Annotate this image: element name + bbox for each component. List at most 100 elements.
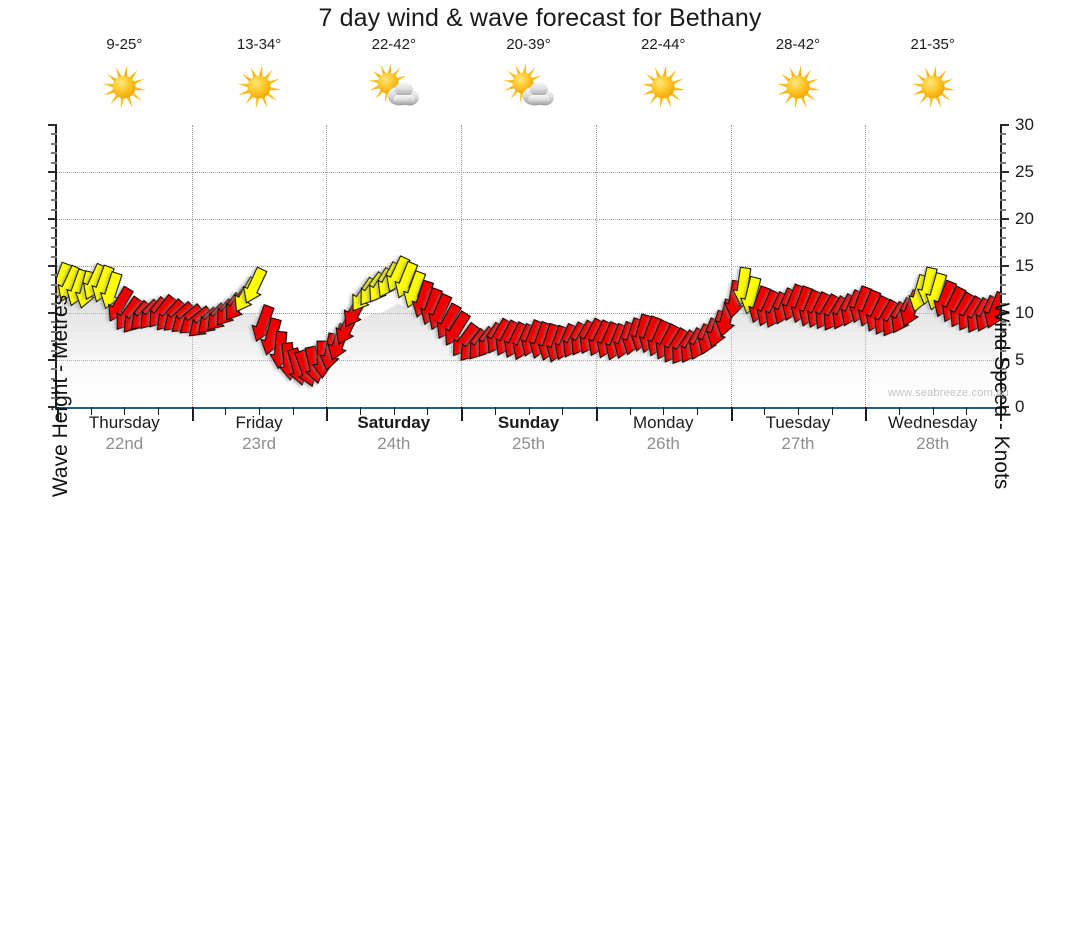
left-axis-minor-tick <box>51 227 57 230</box>
gridline-v <box>595 125 597 407</box>
sunny-icon <box>632 58 694 116</box>
day-date: 28th <box>916 434 950 453</box>
temperature-range: 20-39° <box>506 36 551 53</box>
left-axis-minor-tick <box>51 208 57 211</box>
left-axis-minor-tick <box>51 180 57 183</box>
right-axis-minor-tick <box>1000 208 1006 211</box>
right-axis-tick <box>1000 218 1009 220</box>
right-axis-tick-label: 5 <box>1015 350 1025 369</box>
x-axis-minor-tick <box>158 407 160 415</box>
sunny-icon <box>767 58 829 116</box>
left-axis-minor-tick <box>51 377 57 380</box>
gridline-v <box>730 125 732 407</box>
day-date: 24th <box>377 434 411 453</box>
wind-arrow-layer <box>57 255 1000 388</box>
x-axis-day-label: Tuesday 27th <box>731 412 866 454</box>
x-axis-major-tick <box>326 407 329 421</box>
x-axis-major-tick <box>730 407 733 421</box>
left-axis-tick <box>48 218 57 220</box>
x-axis-minor-tick <box>629 407 631 415</box>
sunny-icon <box>228 58 290 116</box>
right-axis-title: Wind Speed - Knots <box>990 302 1013 490</box>
left-axis-minor-tick <box>51 368 57 371</box>
day-date: 26th <box>646 434 680 453</box>
day-header-saturday: 22-42° <box>326 36 461 120</box>
x-axis-minor-tick <box>360 407 362 415</box>
left-axis-tick <box>48 359 57 361</box>
gridline-v <box>191 125 193 407</box>
gridline-v <box>326 125 328 407</box>
x-axis-minor-tick <box>562 407 564 415</box>
plot-area: 0123456051015202530 Wave Height - Metres… <box>48 116 1034 497</box>
temperature-range: 28-42° <box>775 36 821 53</box>
gridline-h <box>57 313 1000 314</box>
left-axis-tick <box>48 265 57 267</box>
x-axis-minor-tick <box>528 407 530 415</box>
day-header-row: 9-25° 13-34° <box>57 36 1000 120</box>
day-header-thursday: 9-25° <box>57 36 192 120</box>
right-axis-minor-tick <box>1000 189 1006 192</box>
left-axis-minor-tick <box>51 199 57 202</box>
x-axis-minor-tick <box>292 407 294 415</box>
x-axis-minor-tick <box>898 407 900 415</box>
day-date: 23rd <box>242 434 277 453</box>
right-axis-tick <box>1000 124 1009 126</box>
x-axis-minor-tick <box>696 407 698 415</box>
right-axis-minor-tick <box>1000 227 1006 230</box>
left-axis-minor-tick <box>51 283 57 286</box>
day-label-row: Thursday 22nd Friday 23rd Saturday 24th Sunday… <box>57 412 1000 454</box>
x-axis-minor-tick <box>90 407 92 415</box>
sunny-icon <box>93 58 155 116</box>
right-axis-minor-tick <box>1000 283 1006 286</box>
page-title: 7 day wind & wave forecast for Bethany <box>318 4 762 32</box>
sunny-icon <box>902 58 964 116</box>
day-name: Tuesday <box>765 413 831 432</box>
right-axis-tick-label: 15 <box>1015 256 1034 275</box>
day-date: 22nd <box>105 434 144 453</box>
x-axis-day-label: Friday 23rd <box>192 412 327 454</box>
left-axis-tick <box>48 406 57 408</box>
right-axis-minor-tick <box>1000 161 1006 164</box>
x-axis-day-label: Saturday 24th <box>326 412 461 454</box>
x-axis-minor-tick <box>124 407 126 415</box>
right-axis-minor-tick <box>1000 377 1006 380</box>
x-axis-major-tick <box>57 407 59 421</box>
day-header-sunday: 20-39° <box>461 36 596 120</box>
right-axis-tick-label: 10 <box>1015 303 1034 322</box>
x-axis-major-tick <box>461 407 464 421</box>
right-axis-minor-tick <box>1000 236 1006 239</box>
gridline-h <box>57 266 1000 267</box>
wind-wave-forecast-chart: 7 day wind & wave forecast for Bethany 9… <box>48 4 1034 497</box>
left-axis-minor-tick <box>51 330 57 333</box>
temperature-range: 21-35° <box>910 36 955 53</box>
right-axis-tick <box>1000 312 1009 314</box>
left-axis-tick <box>48 124 57 126</box>
left-axis-minor-tick <box>51 255 57 258</box>
temperature-range: 22-42° <box>371 36 416 53</box>
left-axis-minor-tick <box>51 274 57 277</box>
x-axis-minor-tick <box>966 407 968 415</box>
watermark: www.seabreeze.com.au <box>888 387 1009 399</box>
x-axis-minor-tick <box>393 407 395 415</box>
left-axis-minor-tick <box>51 189 57 192</box>
right-axis-minor-tick <box>1000 133 1006 136</box>
x-axis-major-tick <box>865 407 868 421</box>
x-axis-day-label: Sunday 25th <box>461 412 596 454</box>
gridline-h <box>57 219 1000 220</box>
temperature-range: 13-34° <box>236 36 282 53</box>
x-axis-day-label: Wednesday 28th <box>865 412 1000 454</box>
left-axis-title: Wave Height - Metres <box>49 294 72 498</box>
right-axis-tick-label: 30 <box>1015 115 1034 134</box>
day-header-friday: 13-34° <box>192 36 327 120</box>
left-axis-minor-tick <box>51 161 57 164</box>
x-axis-minor-tick <box>663 407 665 415</box>
left-axis-minor-tick <box>51 349 57 352</box>
right-axis-tick <box>1000 406 1009 408</box>
gridline-v <box>461 125 463 407</box>
right-axis-minor-tick <box>1000 293 1006 296</box>
day-date: 25th <box>511 434 546 453</box>
day-name: Saturday <box>357 413 431 432</box>
right-axis-tick <box>1000 359 1009 361</box>
x-axis-minor-tick <box>831 407 833 415</box>
left-axis-minor-tick <box>51 152 57 155</box>
